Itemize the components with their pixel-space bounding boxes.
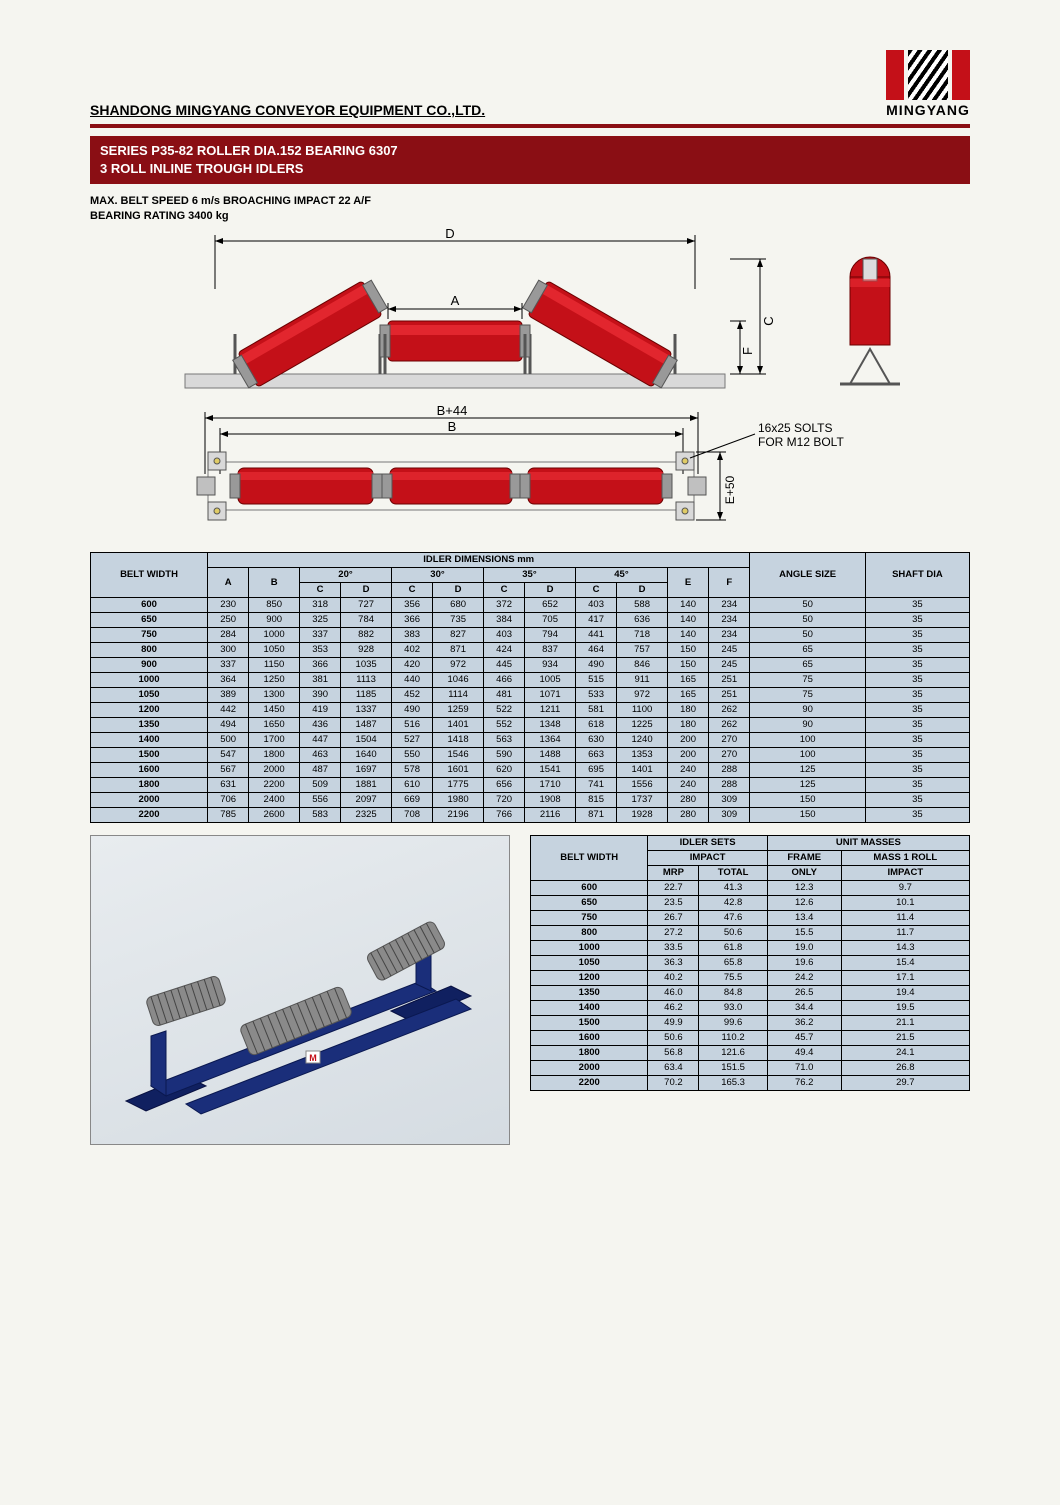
svg-text:E+50: E+50 bbox=[723, 475, 737, 504]
svg-text:16x25 SOLTS: 16x25 SOLTS bbox=[758, 421, 832, 435]
table-row: 1050389130039011854521114481107153397216… bbox=[91, 687, 970, 702]
spec-line1: MAX. BELT SPEED 6 m/s BROACHING IMPACT 2… bbox=[90, 194, 970, 208]
title-line1: SERIES P35-82 ROLLER DIA.152 BEARING 630… bbox=[100, 142, 960, 160]
spec-line2: BEARING RATING 3400 kg bbox=[90, 209, 970, 223]
title-line2: 3 ROLL INLINE TROUGH IDLERS bbox=[100, 160, 960, 178]
svg-text:B: B bbox=[448, 419, 457, 434]
table-row: 75026.747.613.411.4 bbox=[531, 910, 970, 925]
table-row: 140046.293.034.419.5 bbox=[531, 1000, 970, 1015]
table-row: 65023.542.812.610.1 bbox=[531, 895, 970, 910]
svg-text:B+44: B+44 bbox=[437, 404, 468, 418]
svg-text:C: C bbox=[761, 316, 776, 325]
svg-text:F: F bbox=[740, 347, 755, 355]
header: SHANDONG MINGYANG CONVEYOR EQUIPMENT CO.… bbox=[90, 50, 970, 118]
col-angle: ANGLE SIZE bbox=[750, 552, 865, 597]
table-row: 160050.6110.245.721.5 bbox=[531, 1030, 970, 1045]
table-row: 1200442145041913374901259522121158111001… bbox=[91, 702, 970, 717]
table-row: 1500547180046316405501546590148866313532… bbox=[91, 747, 970, 762]
table-row: 2200785260058323257082196766211687119282… bbox=[91, 807, 970, 822]
divider bbox=[90, 124, 970, 128]
masses-table: BELT WIDTH IDLER SETS UNIT MASSES IMPACT… bbox=[530, 835, 970, 1091]
table-row: 180056.8121.649.424.1 bbox=[531, 1045, 970, 1060]
svg-text:D: D bbox=[445, 229, 454, 241]
table-row: 60022.741.312.39.7 bbox=[531, 880, 970, 895]
table-row: 1600567200048716975781601620154169514012… bbox=[91, 762, 970, 777]
table-row: 6002308503187273566803726524035881402345… bbox=[91, 597, 970, 612]
table-row: 8003001050353928402871424837464757150245… bbox=[91, 642, 970, 657]
table-row: 150049.999.636.221.1 bbox=[531, 1015, 970, 1030]
table-row: 100033.561.819.014.3 bbox=[531, 940, 970, 955]
svg-text:M: M bbox=[309, 1053, 317, 1063]
table-row: 1350494165043614875161401552134861812251… bbox=[91, 717, 970, 732]
table-row: 2000706240055620976691980720190881517372… bbox=[91, 792, 970, 807]
logo-text: MINGYANG bbox=[886, 102, 970, 118]
table-row: 220070.2165.376.229.7 bbox=[531, 1075, 970, 1090]
table-row: 120040.275.524.217.1 bbox=[531, 970, 970, 985]
col-idler: IDLER DIMENSIONS mm bbox=[208, 552, 750, 567]
logo: MINGYANG bbox=[886, 50, 970, 118]
table-row: 105036.365.819.615.4 bbox=[531, 955, 970, 970]
table-row: 7502841000337882383827403794441718140234… bbox=[91, 627, 970, 642]
svg-text:FOR M12 BOLT: FOR M12 BOLT bbox=[758, 435, 844, 449]
table-row: 1000364125038111134401046466100551591116… bbox=[91, 672, 970, 687]
table-row: 1800631220050918816101775656171074115562… bbox=[91, 777, 970, 792]
table-row: 6502509003257843667353847054176361402345… bbox=[91, 612, 970, 627]
col-shaft: SHAFT DIA bbox=[865, 552, 969, 597]
table-row: 135046.084.826.519.4 bbox=[531, 985, 970, 1000]
company-name: SHANDONG MINGYANG CONVEYOR EQUIPMENT CO.… bbox=[90, 102, 485, 118]
specs: MAX. BELT SPEED 6 m/s BROACHING IMPACT 2… bbox=[90, 194, 970, 223]
title-block: SERIES P35-82 ROLLER DIA.152 BEARING 630… bbox=[90, 136, 970, 184]
table-row: 9003371150366103542097244593449084615024… bbox=[91, 657, 970, 672]
product-render: M bbox=[90, 835, 510, 1145]
svg-text:A: A bbox=[451, 293, 460, 308]
diagram-top: B+44 B bbox=[90, 404, 970, 544]
dimensions-table: BELT WIDTH IDLER DIMENSIONS mm ANGLE SIZ… bbox=[90, 552, 970, 823]
col-belt: BELT WIDTH bbox=[91, 552, 208, 597]
table-row: 80027.250.615.511.7 bbox=[531, 925, 970, 940]
diagram-front: D bbox=[90, 229, 970, 404]
table-row: 200063.4151.571.026.8 bbox=[531, 1060, 970, 1075]
table-row: 1400500170044715045271418563136463012402… bbox=[91, 732, 970, 747]
